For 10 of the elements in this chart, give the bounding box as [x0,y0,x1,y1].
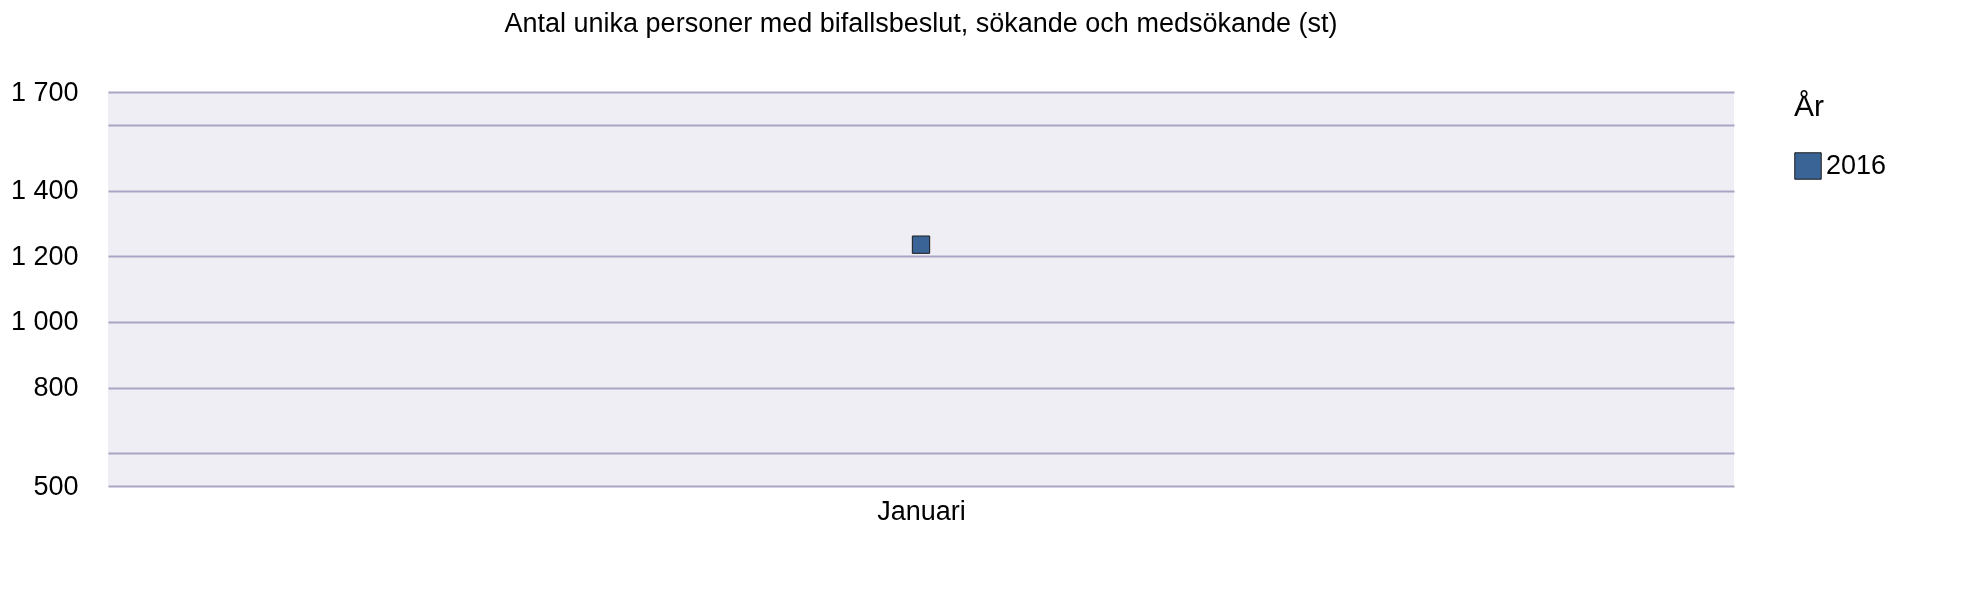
chart-title: Antal unika personer med bifallsbeslut, sökande och medsökande (st) [504,8,1338,38]
y-tick-label: 1 200 [10,240,79,271]
y-tick-label: 1 400 [10,175,79,205]
x-tick-label: Januari [877,495,966,526]
y-tick-label: 500 [33,470,79,501]
y-tick-label: 1 700 [10,76,79,107]
y-tick-label: 800 [33,372,79,402]
legend-label: 2016 [1826,150,1887,180]
y-tick-label: 1 000 [10,306,79,337]
legend-title: År [1794,89,1825,122]
